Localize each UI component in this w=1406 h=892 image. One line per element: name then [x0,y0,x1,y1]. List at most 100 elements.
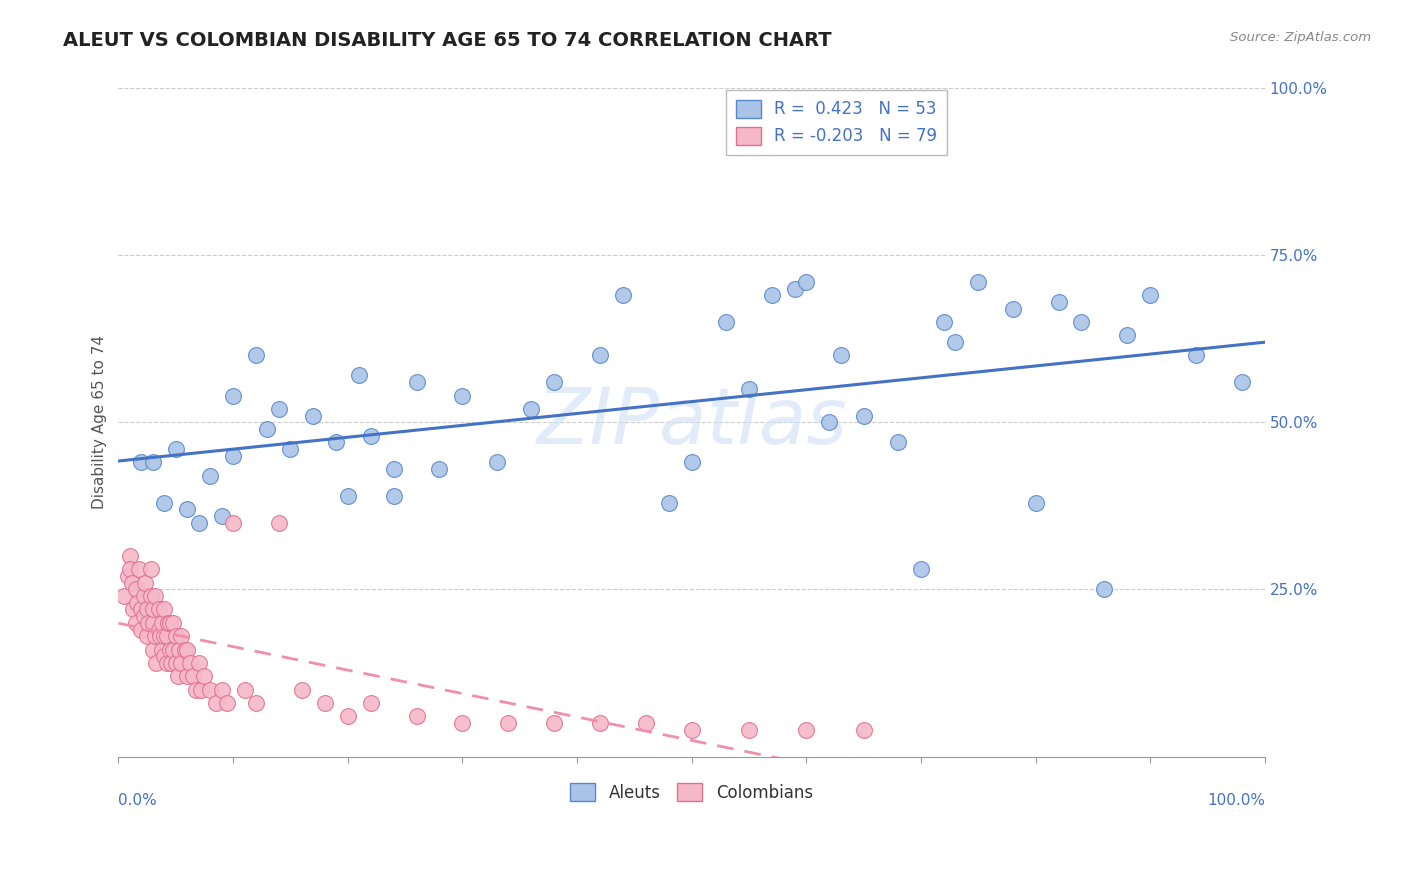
Point [405,709,427,723]
Point [136,602,159,616]
Point [543,716,565,731]
Point [125,596,148,610]
Point [794,723,817,737]
Point [132,589,155,603]
Text: 100.0%: 100.0% [1206,793,1265,808]
Point [159,615,181,630]
Point [160,656,183,670]
Text: ZIPatlas: ZIPatlas [536,384,846,460]
Point [132,609,155,624]
Point [187,516,209,530]
Point [198,682,221,697]
Point [159,642,181,657]
Point [382,462,405,476]
Point [496,716,519,731]
Point [634,716,657,731]
Point [149,629,172,643]
Point [589,716,612,731]
Point [1001,301,1024,316]
Point [314,696,336,710]
Point [142,615,165,630]
Point [131,623,153,637]
Text: Source: ZipAtlas.com: Source: ZipAtlas.com [1230,31,1371,45]
Point [179,656,201,670]
Point [520,401,543,416]
Point [681,455,703,469]
Point [145,656,167,670]
Y-axis label: Disability Age 65 to 74: Disability Age 65 to 74 [93,335,107,509]
Point [205,696,228,710]
Point [186,682,208,697]
Point [162,642,184,657]
Point [165,656,187,670]
Point [143,589,166,603]
Point [233,682,256,697]
Point [148,602,170,616]
Point [150,615,173,630]
Point [382,489,405,503]
Point [170,656,193,670]
Point [165,629,187,643]
Point [176,669,198,683]
Point [170,629,193,643]
Point [222,449,245,463]
Point [1230,375,1253,389]
Point [325,435,347,450]
Point [153,602,176,616]
Point [612,288,634,302]
Point [336,709,359,723]
Point [174,642,197,657]
Point [217,696,239,710]
Point [943,334,966,349]
Point [543,375,565,389]
Point [162,615,184,630]
Point [176,502,198,516]
Point [124,615,146,630]
Point [794,275,817,289]
Point [887,435,910,450]
Point [245,696,267,710]
Point [124,582,146,597]
Point [150,642,173,657]
Point [267,516,290,530]
Point [211,508,233,523]
Point [155,629,177,643]
Point [1092,582,1115,597]
Point [148,623,170,637]
Point [245,348,267,362]
Point [128,562,150,576]
Point [176,642,198,657]
Point [181,669,204,683]
Point [193,669,215,683]
Point [485,455,508,469]
Point [347,368,370,383]
Point [118,562,141,576]
Point [117,569,139,583]
Point [280,442,302,456]
Point [1047,294,1070,309]
Point [143,629,166,643]
Point [360,428,382,442]
Point [136,615,159,630]
Point [153,495,176,509]
Point [336,489,359,503]
Point [589,348,612,362]
Point [738,382,761,396]
Point [222,388,245,402]
Point [156,615,179,630]
Point [681,723,703,737]
Text: 0.0%: 0.0% [118,793,157,808]
Point [131,455,153,469]
Point [714,315,737,329]
Point [155,656,177,670]
Point [291,682,314,697]
Point [1139,288,1161,302]
Point [658,495,681,509]
Point [139,562,162,576]
Point [190,682,212,697]
Point [783,281,806,295]
Point [167,669,190,683]
Point [932,315,955,329]
Point [118,549,141,563]
Point [112,589,135,603]
